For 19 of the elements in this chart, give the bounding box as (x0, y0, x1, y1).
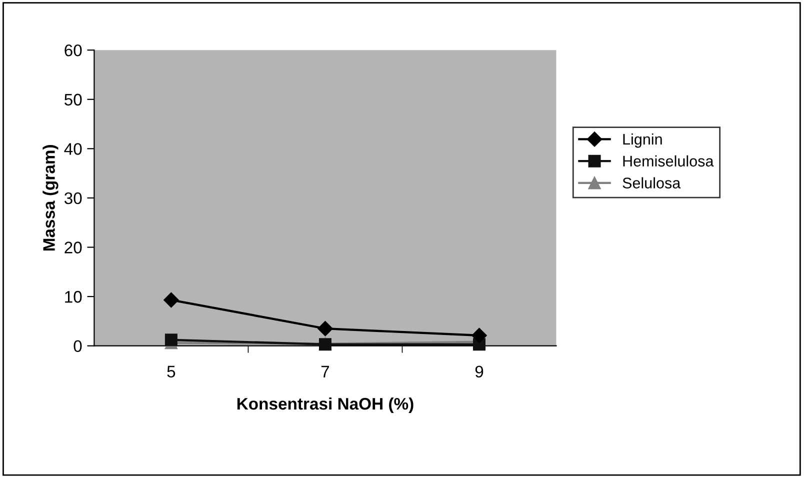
legend-label: Hemiselulosa (623, 155, 714, 167)
y-axis-title: Massa (gram) (42, 145, 58, 251)
x-tick-label: 9 (475, 366, 484, 378)
point (164, 334, 178, 346)
legend-label: Lignin (623, 133, 662, 148)
point (472, 328, 487, 344)
y-tick-label: 50 (64, 94, 82, 106)
y-tick-label: 20 (64, 242, 82, 254)
y-tick-label: 30 (64, 192, 82, 204)
x-tick-label: 5 (167, 366, 176, 378)
point (318, 321, 333, 336)
legend-label: Selulosa (622, 177, 681, 188)
x-tick-label: 7 (321, 366, 330, 378)
y-tick-label: 60 (64, 44, 82, 56)
y-tick-label: 10 (65, 290, 82, 303)
y-tick-label: 0 (74, 340, 82, 352)
point (164, 292, 179, 308)
y-tick-label: 40 (64, 143, 82, 155)
x-axis-title: Konsentrasi NaOH (%) (237, 397, 414, 414)
